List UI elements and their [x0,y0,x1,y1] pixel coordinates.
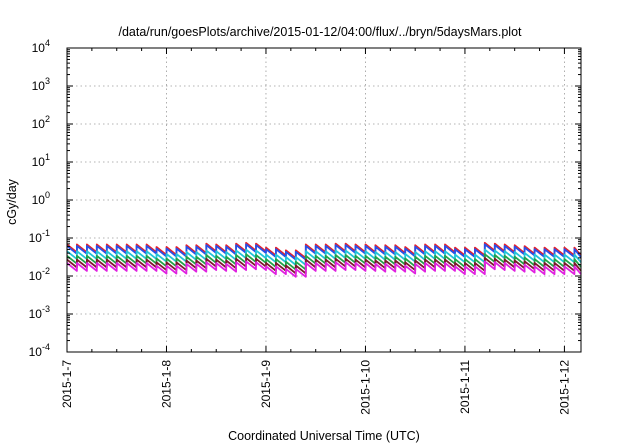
y-tick-exponent: -3 [42,304,50,314]
y-tick-label: 10-1 [29,228,50,245]
x-tick-label: 2015-1-8 [159,360,173,408]
x-tick-label: 2015-1-7 [60,360,74,408]
y-tick-label: 103 [32,76,50,93]
grid [67,48,581,352]
y-tick-exponent: -4 [42,342,50,352]
y-tick-exponent: -2 [42,266,50,276]
y-tick-exponent: 0 [45,190,50,200]
y-tick-label: 10-3 [29,304,50,321]
y-tick-label: 10-4 [29,342,50,359]
y-tick-exponent: 1 [45,152,50,162]
y-tick-exponent: -1 [42,228,50,238]
y-tick-exponent: 3 [45,76,50,86]
x-axis: 2015-1-7 2015-1-8 2015-1-9 2015-1-10 2015-1-… [60,48,571,415]
x-tick-label: 2015-1-12 [557,360,571,415]
y-tick-exponent: 2 [45,114,50,124]
y-tick-label: 102 [32,114,50,131]
y-tick-label: 10-2 [29,266,50,283]
series-line-2 [66,243,582,261]
x-tick-label: 2015-1-11 [458,360,472,414]
y-tick-label: 100 [32,190,50,207]
y-tick-exponent: 4 [45,38,50,48]
series-line-6 [66,260,582,278]
y-tick-label: 104 [32,38,50,55]
y-tick-label: 101 [32,152,50,169]
x-axis-label: Coordinated Universal Time (UTC) [228,429,420,443]
x-tick-label: 2015-1-10 [358,360,372,415]
y-axis-label: cGy/day [5,178,19,225]
x-tick-label: 2015-1-9 [259,360,273,408]
chart-title: /data/run/goesPlots/archive/2015-01-12/0… [118,25,522,39]
series-group [66,241,582,278]
